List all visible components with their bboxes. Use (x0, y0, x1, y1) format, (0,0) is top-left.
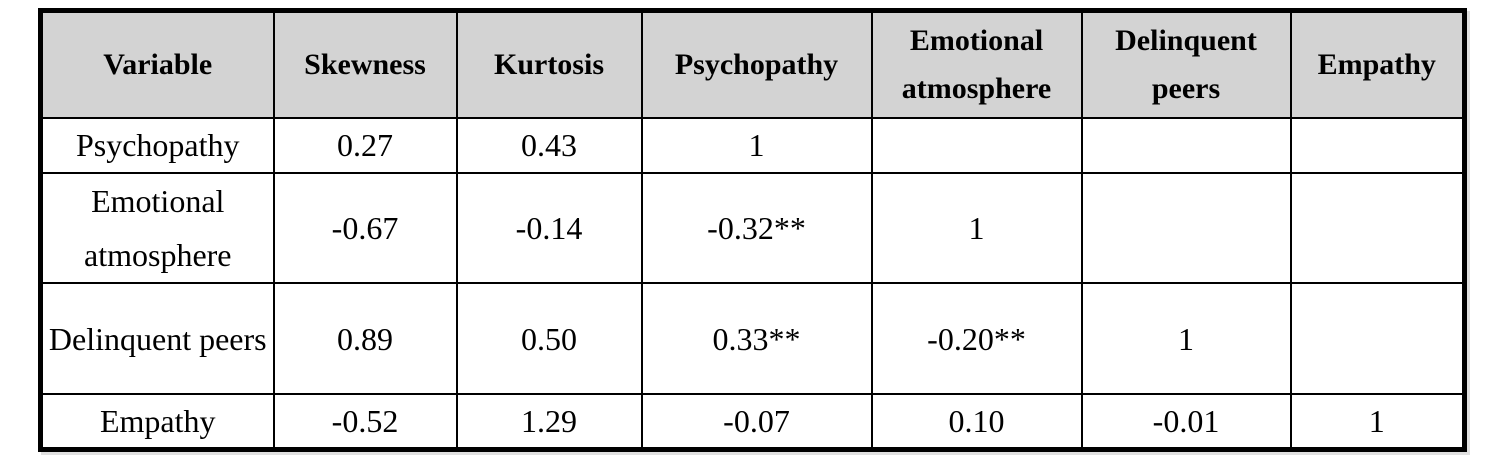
correlation-table: Variable Skewness Kurtosis Psychopathy E… (38, 8, 1467, 452)
data-cell: -0.32** (640, 172, 873, 284)
table-body: Psychopathy 0.27 0.43 1 Emotional atmosp… (39, 117, 1466, 451)
data-cell: -0.67 (272, 172, 458, 284)
header-cell-variable: Variable (39, 9, 275, 119)
table-row-delinquent-peers: Delinquent peers 0.89 0.50 0.33** -0.20*… (39, 282, 1466, 395)
header-cell-kurtosis: Kurtosis (455, 9, 643, 119)
table-row-empathy: Empathy -0.52 1.29 -0.07 0.10 -0.01 1 (39, 393, 1466, 451)
data-cell: 1 (640, 117, 873, 174)
data-cell: 1 (870, 172, 1083, 284)
data-cell: -0.52 (272, 393, 458, 451)
data-cell (1289, 117, 1466, 174)
header-row: Variable Skewness Kurtosis Psychopathy E… (39, 9, 1466, 119)
row-label-cell: Empathy (39, 393, 275, 451)
data-cell: 0.10 (870, 393, 1083, 451)
data-cell: -0.20** (870, 282, 1083, 395)
data-cell (1289, 172, 1466, 284)
row-label-cell: Delinquent peers (39, 282, 275, 395)
data-cell: 0.89 (272, 282, 458, 395)
data-cell: 1 (1289, 393, 1466, 451)
header-cell-emotional-atmosphere: Emotional atmosphere (870, 9, 1083, 119)
data-cell: 1 (1080, 282, 1292, 395)
data-cell: -0.07 (640, 393, 873, 451)
header-cell-skewness: Skewness (272, 9, 458, 119)
data-cell (1080, 117, 1292, 174)
data-cell (870, 117, 1083, 174)
data-cell: 0.27 (272, 117, 458, 174)
row-label-cell: Emotional atmosphere (39, 172, 275, 284)
data-cell: -0.01 (1080, 393, 1292, 451)
data-cell: 0.33** (640, 282, 873, 395)
table-row-psychopathy: Psychopathy 0.27 0.43 1 (39, 117, 1466, 174)
data-cell: 1.29 (455, 393, 643, 451)
data-cell: 0.50 (455, 282, 643, 395)
header-cell-delinquent-peers: Delinquent peers (1080, 9, 1292, 119)
data-cell (1289, 282, 1466, 395)
data-cell: -0.14 (455, 172, 643, 284)
data-cell (1080, 172, 1292, 284)
row-label-cell: Psychopathy (39, 117, 275, 174)
table-header: Variable Skewness Kurtosis Psychopathy E… (39, 9, 1466, 119)
header-cell-psychopathy: Psychopathy (640, 9, 873, 119)
header-cell-empathy: Empathy (1289, 9, 1466, 119)
data-cell: 0.43 (455, 117, 643, 174)
table-row-emotional-atmosphere: Emotional atmosphere -0.67 -0.14 -0.32**… (39, 172, 1466, 284)
